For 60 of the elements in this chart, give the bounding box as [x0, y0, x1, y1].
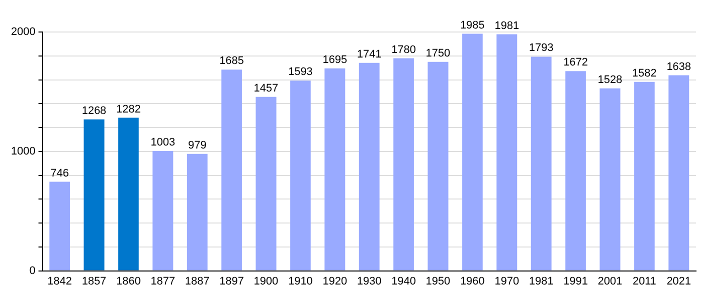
x-tick-label: 1970	[494, 275, 520, 288]
bar	[290, 80, 311, 270]
bar	[118, 118, 139, 270]
data-label: 1457	[254, 82, 278, 94]
x-tick-label: 1860	[116, 275, 141, 288]
data-label: 1672	[563, 56, 588, 69]
data-label: 1780	[391, 44, 416, 56]
y-tick-label: 1000	[10, 145, 36, 158]
x-tick-label: 1897	[219, 275, 244, 288]
data-label: 1528	[598, 74, 622, 86]
data-label: 1003	[150, 136, 176, 149]
x-tick-label: 2021	[666, 275, 692, 288]
x-tick-label: 1842	[47, 275, 72, 288]
x-tick-label: 2001	[598, 275, 622, 288]
bar	[496, 34, 518, 270]
x-tick-label: 2011	[632, 275, 656, 288]
data-label: 1985	[460, 19, 485, 32]
bar	[84, 119, 104, 270]
data-label: 1793	[528, 42, 554, 54]
x-tick-label: 1877	[150, 275, 176, 288]
data-label: 1282	[116, 103, 141, 116]
y-tick-label: 0	[29, 264, 36, 277]
bar	[428, 62, 448, 270]
data-label: 1268	[82, 104, 106, 117]
x-tick-label: 1940	[391, 275, 416, 288]
bar	[358, 62, 380, 270]
data-label: 1750	[426, 47, 450, 60]
data-label: 979	[188, 139, 206, 152]
bar	[668, 75, 690, 270]
x-tick-label: 1930	[356, 275, 382, 288]
data-label: 1638	[666, 60, 692, 73]
x-tick-label: 1857	[82, 275, 106, 288]
bar	[634, 82, 655, 270]
bar	[256, 96, 276, 270]
x-tick-label: 1887	[185, 275, 210, 288]
bar	[600, 88, 620, 270]
data-label: 1582	[632, 67, 657, 80]
x-tick-label: 1991	[563, 275, 588, 288]
data-label: 746	[50, 167, 69, 180]
y-tick-label: 2000	[10, 26, 36, 38]
data-label: 1741	[356, 48, 382, 60]
bar	[49, 182, 70, 270]
bar	[393, 58, 414, 270]
bar	[221, 70, 242, 270]
bar	[186, 154, 208, 270]
bar	[324, 68, 346, 270]
bar	[565, 71, 586, 270]
data-label: 1685	[219, 55, 244, 68]
data-label: 1695	[322, 54, 348, 66]
bar	[530, 56, 552, 270]
data-label: 1981	[494, 20, 520, 32]
bar	[462, 34, 483, 270]
data-label: 1593	[288, 66, 313, 78]
x-tick-label: 1910	[288, 275, 313, 288]
x-tick-label: 1920	[322, 275, 348, 288]
x-tick-label: 1950	[426, 275, 450, 288]
bar	[152, 151, 174, 270]
x-tick-label: 1960	[460, 275, 485, 288]
x-tick-label: 1981	[528, 275, 554, 288]
x-tick-label: 1900	[254, 275, 278, 288]
